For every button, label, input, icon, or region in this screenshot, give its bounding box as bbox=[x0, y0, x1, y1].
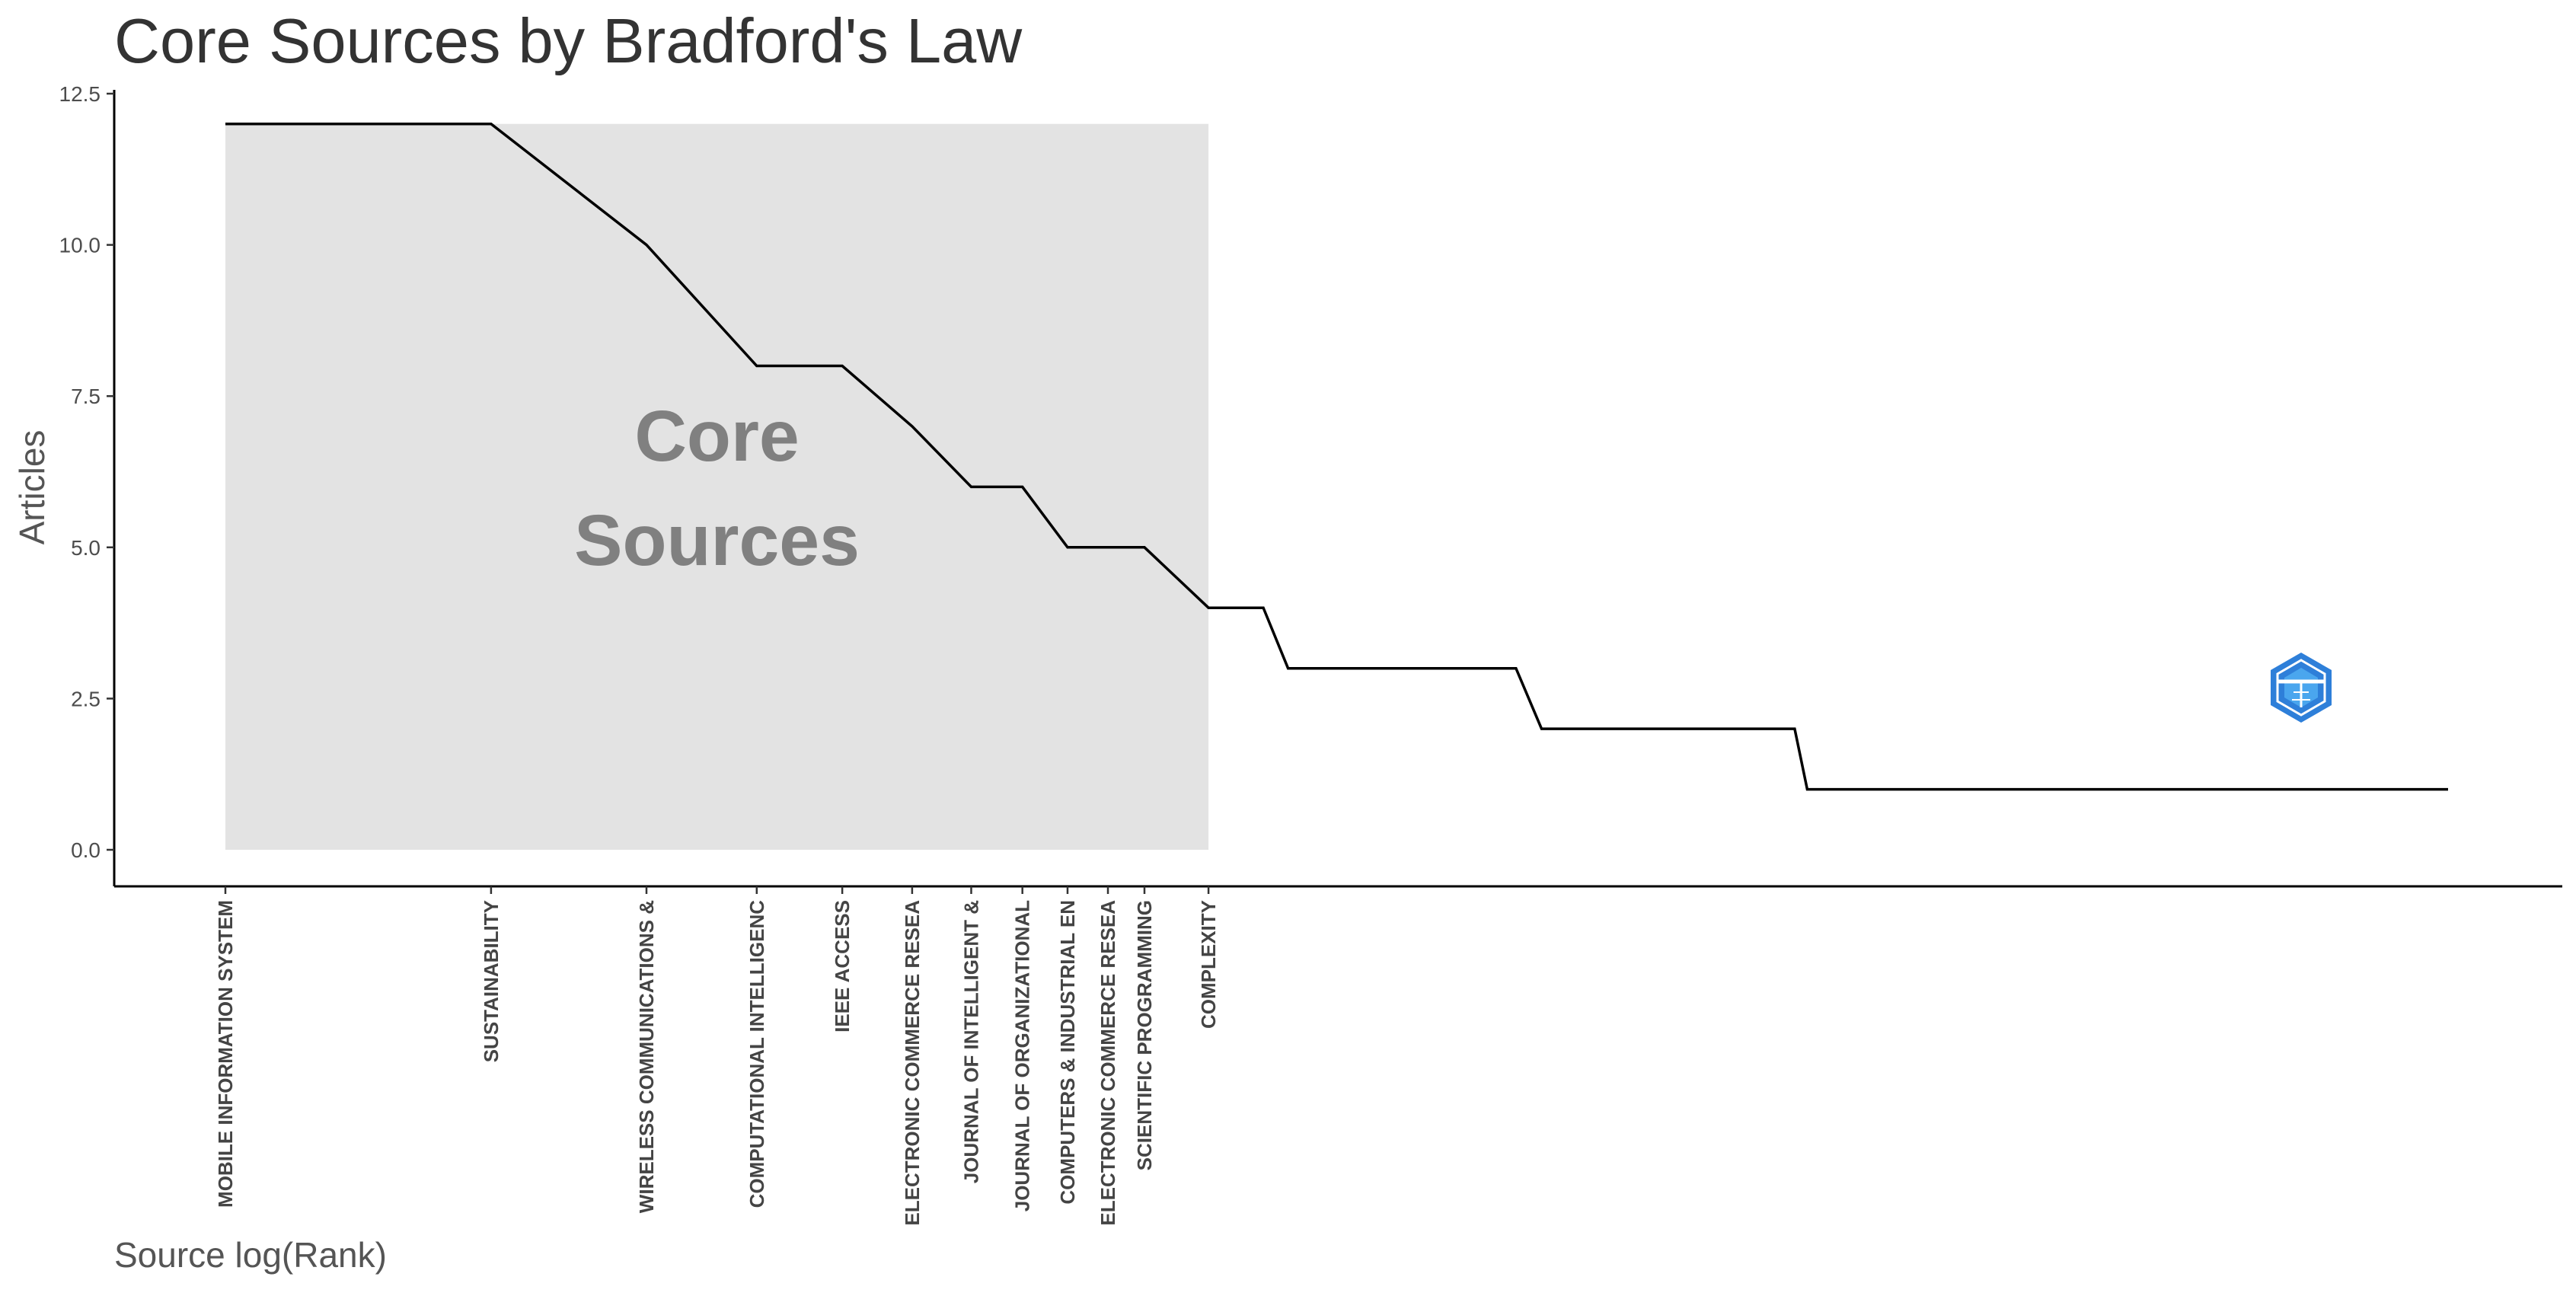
y-tick-label: 5.0 bbox=[71, 536, 101, 560]
articles-line bbox=[225, 122, 2448, 791]
axes bbox=[113, 90, 2562, 888]
x-tick-label: ELECTRONIC COMMERCE RESEA bbox=[901, 900, 924, 1226]
chart-title: Core Sources by Bradford's Law bbox=[114, 5, 1023, 76]
x-tick-label: WIRELESS COMMUNICATIONS & bbox=[635, 900, 658, 1213]
y-tick-label: 12.5 bbox=[59, 82, 101, 106]
x-tick-label: JOURNAL OF ORGANIZATIONAL bbox=[1011, 900, 1034, 1211]
y-axis-ticks: 0.0 2.5 5.0 7.5 10.0 12.5 bbox=[59, 82, 114, 862]
y-axis-title: Articles bbox=[12, 430, 52, 545]
x-tick-label: MOBILE INFORMATION SYSTEM bbox=[214, 900, 237, 1208]
bibliometrix-logo-icon bbox=[2271, 653, 2332, 723]
core-zone-rect bbox=[225, 123, 1209, 851]
y-tick-label: 7.5 bbox=[71, 385, 101, 408]
x-tick-label: JOURNAL OF INTELLIGENT & bbox=[959, 900, 982, 1183]
core-sources-zone: Core Sources bbox=[225, 123, 1209, 851]
x-tick-label: COMPUTATIONAL INTELLIGENC bbox=[745, 900, 768, 1208]
x-tick-label: ELECTRONIC COMMERCE RESEA bbox=[1096, 900, 1119, 1226]
x-tick-label: IEEE ACCESS bbox=[831, 900, 854, 1033]
x-axis-ticks: MOBILE INFORMATION SYSTEM SUSTAINABILITY W… bbox=[214, 886, 1220, 1226]
y-tick-label: 10.0 bbox=[59, 234, 101, 257]
x-tick-label: COMPLEXITY bbox=[1197, 900, 1220, 1029]
y-tick-label: 2.5 bbox=[71, 687, 101, 710]
x-tick-label: SUSTAINABILITY bbox=[480, 900, 503, 1062]
y-tick-label: 0.0 bbox=[71, 838, 101, 862]
core-label-line1: Core bbox=[634, 396, 799, 477]
x-tick-label: SCIENTIFIC PROGRAMMING bbox=[1133, 900, 1156, 1170]
x-tick-label: COMPUTERS & INDUSTRIAL EN bbox=[1056, 900, 1079, 1205]
x-axis-title: Source log(Rank) bbox=[114, 1235, 387, 1275]
core-label-line2: Sources bbox=[574, 500, 860, 581]
